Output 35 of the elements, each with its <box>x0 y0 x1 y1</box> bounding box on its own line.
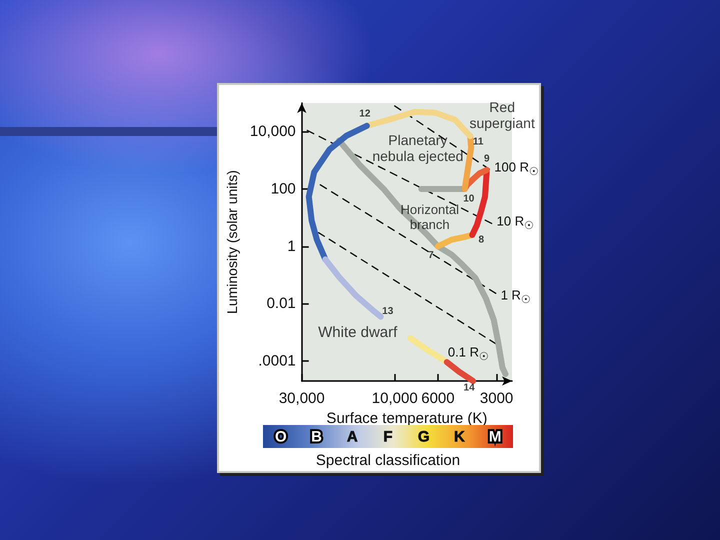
x-tick-label: 10,000 <box>372 390 418 407</box>
annotation: 11 <box>472 136 484 148</box>
series-label: 0.1 R$_{☉}$ <box>448 344 489 363</box>
series-label: 100 R$_{☉}$ <box>494 159 539 178</box>
annotation: 13 <box>382 306 394 318</box>
x-tick-label: 30,000 <box>278 390 325 407</box>
x-tick-label: 3000 <box>480 390 514 407</box>
x-tick-label: 6000 <box>421 390 455 407</box>
annotation: 9 <box>484 153 490 164</box>
annotation: 14 <box>464 382 476 394</box>
annotation: 10 <box>463 193 475 204</box>
series-label: 1 R$_{☉}$ <box>500 288 531 306</box>
text: B <box>311 428 322 445</box>
text: Spectral classification <box>316 452 460 470</box>
y-tick-label: .0001 <box>258 352 296 370</box>
annotation: 12 <box>359 108 371 120</box>
annotation: Planetary nebula ejected <box>372 132 464 164</box>
annotation: 7 <box>428 250 434 261</box>
text: G <box>418 428 430 445</box>
annotation: 8 <box>478 234 484 246</box>
x-axis-title: Surface temperature (K) <box>326 410 488 427</box>
annotation: White dwarf <box>318 324 398 342</box>
annotation: Horizontal branch <box>400 202 460 232</box>
text: M <box>488 428 502 445</box>
y-tick-label: 1 <box>287 238 296 255</box>
series-label: 10 R$_{☉}$ <box>496 214 534 232</box>
y-tick-label: 0.01 <box>266 295 296 312</box>
y-tick-label: 10,000 <box>250 123 296 140</box>
text: K <box>454 428 465 445</box>
y-tick-label: 100 <box>270 180 296 198</box>
text: F <box>383 428 393 445</box>
y-axis-title: Luminosity (solar units) <box>224 170 240 314</box>
text: A <box>346 428 358 445</box>
annotation: Red supergiant <box>469 99 535 132</box>
text: O <box>275 428 287 445</box>
